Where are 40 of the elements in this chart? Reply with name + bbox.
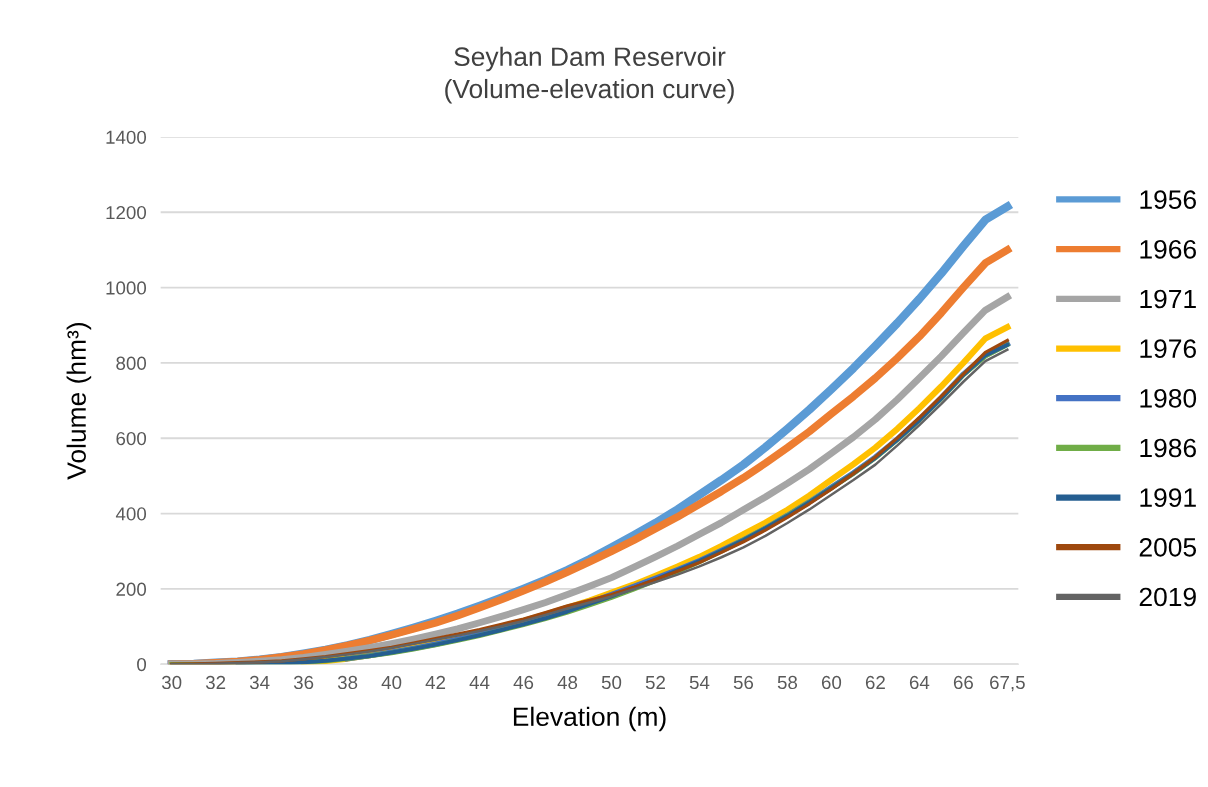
legend-label: 1986 [1140, 438, 1196, 458]
legend-label: 2005 [1139, 537, 1197, 557]
legend-label: 1956 [1140, 190, 1196, 209]
legend-label: 1976 [1140, 339, 1196, 358]
chart-title: Seyhan Dam Reservoir (Volume-elevation curve) [445, 46, 734, 104]
legend-label: 1991 [1140, 488, 1196, 507]
x-tick-label: 50 [601, 675, 622, 690]
x-tick-label: 58 [777, 675, 798, 690]
x-tick-label: 67,5 [990, 675, 1025, 692]
x-tick-label: 34 [249, 675, 270, 690]
y-axis-title: Volume (hm³) [66, 323, 92, 480]
x-tick-label: 32 [205, 675, 226, 690]
legend-label: 2019 [1139, 587, 1196, 607]
y-tick-label: 1000 [106, 281, 147, 295]
x-tick-label: 56 [733, 675, 754, 690]
x-tick-label: 54 [689, 676, 710, 690]
y-tick-label: 1400 [106, 130, 147, 144]
legend-label: 1966 [1140, 239, 1196, 259]
y-tick-label: 600 [116, 431, 147, 446]
x-tick-label: 46 [513, 675, 534, 690]
x-tick-label: 38 [337, 675, 358, 690]
x-tick-label: 42 [425, 675, 446, 689]
x-axis-title: Elevation (m) [513, 706, 666, 732]
x-tick-label: 64 [909, 675, 930, 690]
x-tick-label: 44 [469, 676, 490, 689]
x-tick-label: 48 [557, 675, 578, 690]
x-tick-label: 40 [381, 675, 402, 690]
y-tick-label: 800 [116, 356, 147, 370]
legend-label: 1971 [1140, 289, 1196, 309]
y-tick-label: 200 [116, 582, 147, 596]
x-tick-label: 62 [865, 675, 885, 690]
x-tick-label: 52 [645, 675, 665, 690]
legend-label: 1980 [1140, 388, 1197, 408]
x-tick-label: 36 [293, 675, 314, 690]
x-tick-label: 66 [953, 675, 973, 690]
y-tick-label: 400 [115, 507, 147, 521]
x-tick-label: 60 [821, 675, 842, 690]
y-tick-label: 0 [137, 657, 147, 672]
x-tick-label: 30 [161, 675, 182, 690]
y-tick-label: 1200 [106, 205, 147, 220]
